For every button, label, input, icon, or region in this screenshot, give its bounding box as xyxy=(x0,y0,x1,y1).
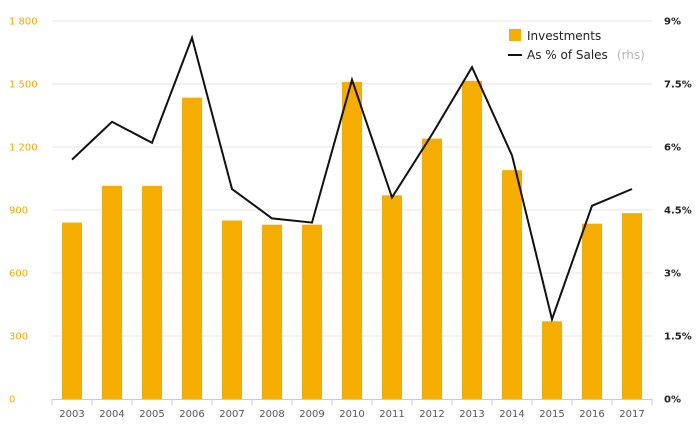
x-tick-label: 2013 xyxy=(459,409,484,420)
bar-2015 xyxy=(542,321,562,399)
bar-2003 xyxy=(62,223,82,399)
legend-label-sales-share-note: (rhs) xyxy=(617,48,645,62)
right-tick-label: 0% xyxy=(664,395,681,406)
x-tick-label: 2016 xyxy=(579,409,604,420)
left-tick-label: 600 xyxy=(9,269,28,280)
x-tick-label: 2008 xyxy=(259,409,284,420)
bar-2013 xyxy=(462,81,482,399)
left-axis: 0 300 600 900 1 200 1 500 1 800 xyxy=(9,17,38,406)
legend-label-investments: Investments xyxy=(527,29,601,43)
x-tick-label: 2010 xyxy=(339,409,364,420)
bar-2014 xyxy=(502,170,522,399)
left-tick-label: 900 xyxy=(9,206,28,217)
left-tick-label: 300 xyxy=(9,332,28,343)
right-tick-label: 7.5% xyxy=(664,80,692,91)
right-tick-label: 3% xyxy=(664,269,681,280)
right-tick-label: 9% xyxy=(664,17,681,28)
right-tick-label: 1.5% xyxy=(664,332,692,343)
x-axis: 2003 2004 2005 2006 2007 2008 2009 2010 2011 2012… xyxy=(52,399,652,420)
bar-2008 xyxy=(262,225,282,399)
x-tick-label: 2017 xyxy=(619,409,644,420)
legend-label-sales-share-text: As % of Sales xyxy=(527,48,608,62)
x-tick-label: 2005 xyxy=(139,409,164,420)
left-tick-label: 1 200 xyxy=(9,143,38,154)
x-tick-label: 2006 xyxy=(179,409,204,420)
legend: Investments As % of Sales (rhs) xyxy=(508,29,645,63)
x-tick-label: 2003 xyxy=(59,409,84,420)
bar-2016 xyxy=(582,224,602,399)
left-tick-label: 1 800 xyxy=(9,17,38,28)
investment-bars xyxy=(62,81,642,399)
right-tick-label: 6% xyxy=(664,143,681,154)
x-tick-label: 2007 xyxy=(219,409,244,420)
x-tick-label: 2011 xyxy=(379,409,404,420)
bar-2005 xyxy=(142,186,162,399)
x-tick-label: 2009 xyxy=(299,409,324,420)
x-tick-label: 2004 xyxy=(99,409,124,420)
bar-2004 xyxy=(102,186,122,399)
left-tick-label: 1 500 xyxy=(9,80,38,91)
bar-2009 xyxy=(302,225,322,399)
bar-2010 xyxy=(342,82,362,399)
right-tick-label: 4.5% xyxy=(664,206,692,217)
legend-swatch-investments xyxy=(509,29,521,41)
x-tick-label: 2012 xyxy=(419,409,444,420)
bar-2017 xyxy=(622,213,642,399)
legend-label-sales-share: As % of Sales (rhs) xyxy=(527,44,645,63)
bar-2011 xyxy=(382,195,402,399)
left-tick-label: 0 xyxy=(9,395,15,406)
bar-2006 xyxy=(182,98,202,399)
x-tick-label: 2015 xyxy=(539,409,564,420)
bar-2007 xyxy=(222,221,242,400)
bar-2012 xyxy=(422,139,442,399)
right-axis: 0% 1.5% 3% 4.5% 6% 7.5% 9% xyxy=(664,17,692,406)
x-tick-label: 2014 xyxy=(499,409,524,420)
